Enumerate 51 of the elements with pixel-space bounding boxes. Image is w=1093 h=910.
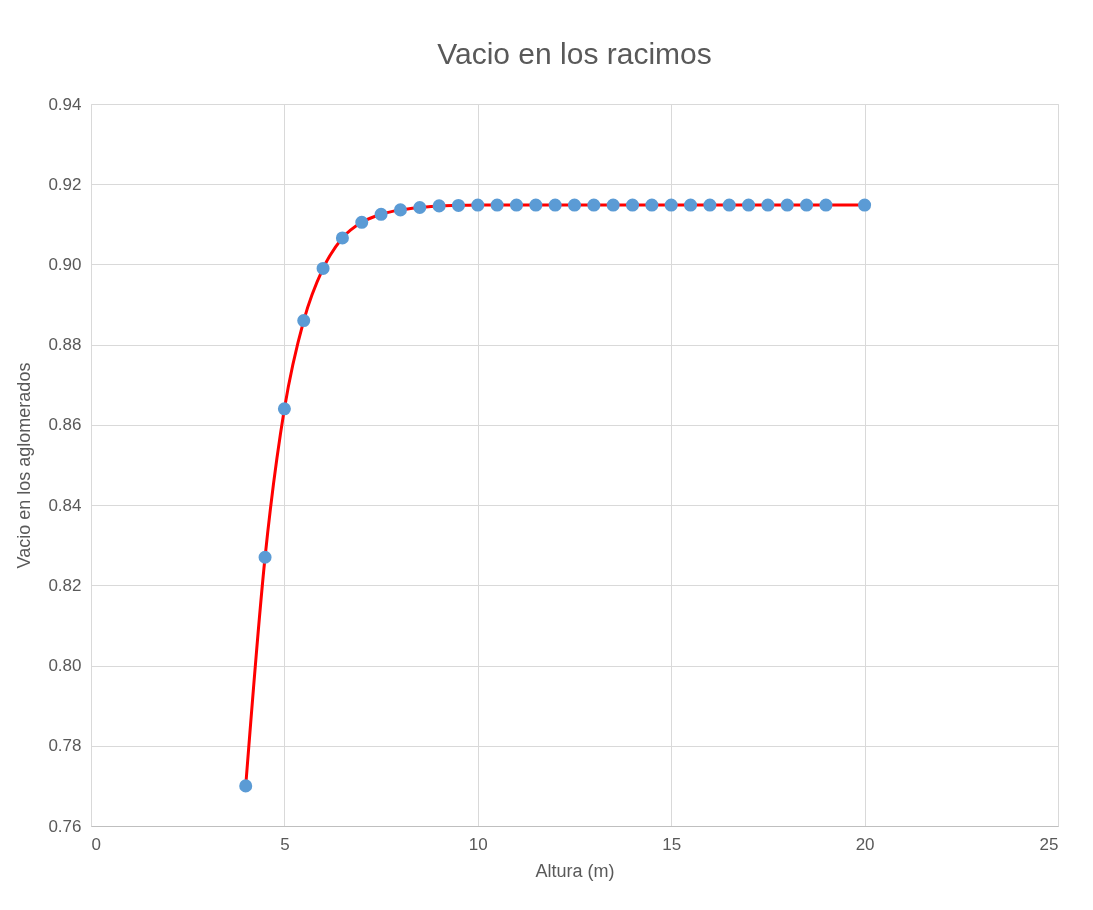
point (529, 198, 543, 212)
x-tick-label: 20 (855, 834, 875, 854)
point (645, 198, 659, 212)
point (471, 198, 485, 212)
point (413, 200, 427, 214)
point (703, 198, 717, 212)
point (780, 198, 794, 212)
point (800, 198, 814, 212)
point (490, 198, 504, 212)
x-tick-label: 10 (468, 834, 488, 854)
x-tick-label: 5 (280, 834, 290, 854)
point (432, 199, 446, 213)
y-tick-label: 0.76 (48, 816, 82, 836)
point (722, 198, 736, 212)
point (858, 198, 872, 212)
point (606, 198, 620, 212)
point (451, 198, 465, 212)
point (548, 198, 562, 212)
y-tick-label: 0.80 (48, 656, 82, 676)
x-tick-label: 0 (91, 834, 101, 854)
y-tick-label: 0.78 (48, 736, 82, 756)
x-tick-label: 15 (662, 834, 682, 854)
point (297, 314, 311, 328)
point (335, 231, 349, 245)
y-axis-title: Vacio en los aglomerados (14, 362, 35, 569)
x-tick-label: 25 (1039, 834, 1059, 854)
y-tick-label: 0.90 (48, 254, 82, 274)
point (277, 402, 291, 416)
point (684, 198, 698, 212)
point (819, 198, 833, 212)
point (761, 198, 775, 212)
y-tick-label: 0.92 (48, 174, 82, 194)
y-tick-label: 0.82 (48, 575, 82, 595)
point (316, 261, 330, 275)
point (664, 198, 678, 212)
y-tick-label: 0.88 (48, 335, 82, 355)
point (742, 198, 756, 212)
point (587, 198, 601, 212)
chart-title: Vacio en los racimos (437, 37, 712, 70)
point (509, 198, 523, 212)
x-axis-title: Altura (m) (535, 860, 615, 881)
y-tick-label: 0.84 (48, 495, 82, 515)
y-tick-label: 0.86 (48, 415, 82, 435)
point (626, 198, 640, 212)
point (374, 207, 388, 221)
point (258, 550, 272, 564)
point (355, 215, 369, 229)
point (393, 203, 407, 217)
y-tick-label: 0.94 (48, 94, 82, 114)
point (567, 198, 582, 212)
point (239, 779, 253, 793)
